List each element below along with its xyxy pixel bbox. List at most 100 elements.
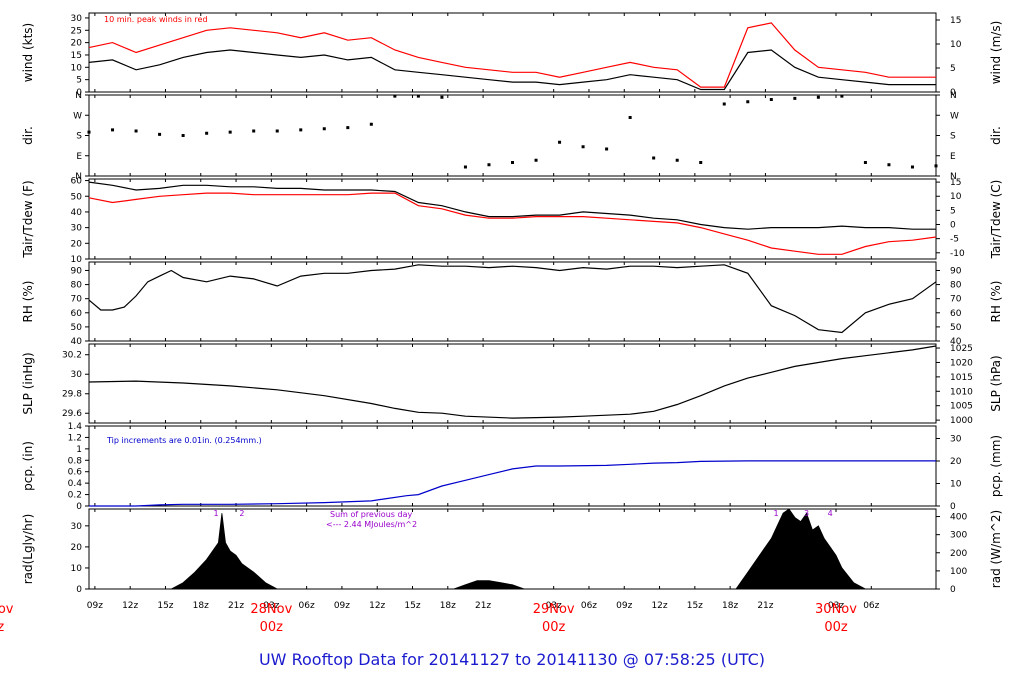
y-tick-right-label-temp-3: 5 [950, 206, 956, 216]
y-tick-label-dir-0: N [75, 172, 82, 182]
dir-point-26 [699, 161, 703, 164]
dir-point-28 [746, 100, 750, 104]
dir-point-2 [134, 129, 138, 133]
y-tick-right-label-rad-2: 200 [950, 549, 967, 559]
x-tick-label-8: 12z [369, 601, 385, 611]
y-tick-right-label-dir-1: E [950, 152, 956, 162]
y-tick-right-label-pcp-3: 30 [950, 435, 962, 445]
dir-point-31 [816, 95, 820, 99]
x-tick-label-2: 15z [157, 601, 173, 611]
y-tick-right-label-temp-5: 15 [950, 178, 961, 188]
y-tick-right-label-wind-1: 5 [950, 64, 956, 74]
y-tick-right-label-rh-5: 90 [950, 266, 962, 276]
y-tick-label-rh-4: 80 [71, 281, 83, 291]
rad-marker-2: 1 [773, 509, 778, 518]
y-tick-label-dir-1: E [76, 152, 82, 162]
y-tick-label-wind-4: 20 [71, 39, 83, 49]
y-tick-label-slp-0: 29.6 [62, 409, 82, 419]
y-tick-right-label-rh-2: 60 [950, 309, 962, 319]
y-axis-label-right-wind: wind (m/s) [989, 21, 1003, 85]
x-tick-label-14: 09z [616, 601, 632, 611]
series-slp-0 [88, 345, 937, 419]
y-axis-label-right-pcp: pcp. (mm) [989, 435, 1003, 497]
y-axis-label-right-slp: SLP (hPa) [989, 355, 1003, 411]
y-tick-right-label-rad-0: 0 [950, 585, 956, 595]
y-tick-right-label-dir-4: N [950, 91, 957, 101]
panel-frame-wind [88, 12, 937, 93]
y-tick-label-temp-4: 50 [71, 192, 83, 202]
y-tick-label-temp-1: 20 [71, 239, 83, 249]
y-tick-right-label-slp-1: 1005 [950, 402, 973, 412]
y-tick-right-label-slp-2: 1010 [950, 387, 973, 397]
y-tick-right-label-rh-0: 40 [950, 337, 962, 347]
y-tick-label-pcp-3: 0.6 [68, 468, 83, 478]
y-tick-right-label-pcp-2: 20 [950, 457, 962, 467]
panel-frame-rh [88, 261, 937, 342]
x-tick-label-1: 12z [122, 601, 138, 611]
dir-point-15 [440, 95, 444, 99]
y-axis-label-rh: RH (%) [21, 281, 35, 323]
y-tick-label-dir-3: W [73, 111, 82, 121]
series-pcp-0 [89, 460, 936, 507]
y-axis-label-right-dir: dir. [989, 126, 1003, 145]
dir-point-8 [275, 129, 279, 133]
annotation-line-1: <--- 2.44 MJoules/m^2 [326, 520, 417, 529]
y-tick-label-rad-0: 0 [76, 585, 82, 595]
y-tick-label-rh-3: 70 [71, 295, 83, 305]
y-tick-label-wind-2: 10 [71, 63, 83, 73]
dir-point-22 [605, 147, 609, 151]
x-tick-label-16: 15z [687, 601, 703, 611]
y-tick-right-label-pcp-1: 10 [950, 480, 962, 490]
x-tick-label-3: 18z [193, 601, 209, 611]
y-tick-label-pcp-6: 1.2 [68, 433, 82, 443]
dir-point-36 [934, 164, 938, 168]
day-label-0: Nov [0, 602, 14, 617]
day-time-label-2: 00z [542, 620, 566, 635]
rad-marker-0: 1 [214, 509, 219, 518]
y-tick-label-rh-0: 40 [71, 337, 83, 347]
y-tick-label-rh-2: 60 [71, 309, 83, 319]
y-tick-label-dir-2: S [76, 132, 82, 142]
y-tick-right-label-slp-4: 1020 [950, 358, 973, 368]
dir-point-20 [558, 140, 562, 144]
y-tick-label-wind-1: 5 [76, 76, 82, 86]
dir-point-16 [463, 165, 467, 169]
series-temp-0 [88, 181, 936, 230]
dir-point-10 [322, 127, 326, 131]
day-label-1: 28Nov [250, 602, 292, 617]
dir-point-7 [252, 129, 256, 133]
dir-point-4 [181, 134, 185, 137]
dir-point-3 [158, 132, 162, 136]
dir-point-17 [487, 163, 491, 167]
series-wind-1 [88, 22, 936, 88]
annotation-line-0: Sum of previous day [330, 510, 412, 519]
x-tick-label-9: 15z [404, 601, 420, 611]
x-tick-label-18: 21z [757, 601, 773, 611]
y-tick-label-slp-2: 30 [71, 370, 83, 380]
dir-point-27 [722, 102, 726, 106]
y-tick-label-pcp-5: 1 [76, 445, 82, 455]
y-tick-label-temp-0: 10 [71, 255, 83, 265]
y-tick-right-label-slp-0: 1000 [950, 416, 973, 426]
y-tick-label-pcp-1: 0.2 [68, 491, 82, 501]
y-tick-label-temp-5: 60 [71, 177, 83, 187]
y-tick-right-label-temp-0: -10 [950, 249, 965, 259]
day-label-2: 29Nov [533, 602, 575, 617]
y-axis-label-right-temp: Tair/Tdew (C) [989, 180, 1003, 260]
series-temp-1 [88, 192, 937, 255]
dir-point-25 [675, 158, 679, 162]
x-tick-label-19: 03z [828, 601, 844, 611]
panel-frame-temp [88, 178, 937, 260]
y-axis-label-right-rad: rad (W/m^2) [989, 510, 1003, 588]
day-time-label-0: z [0, 620, 4, 635]
y-axis-label-slp: SLP (inHg) [21, 352, 35, 414]
y-tick-label-slp-3: 30.2 [62, 351, 82, 361]
dir-point-13 [393, 94, 397, 98]
dir-point-21 [581, 145, 585, 149]
y-tick-label-rh-5: 90 [71, 266, 83, 276]
y-tick-label-slp-1: 29.8 [62, 390, 82, 400]
dir-point-0 [87, 130, 91, 134]
panel-frame-slp [88, 343, 937, 424]
y-tick-right-label-wind-2: 10 [950, 40, 962, 50]
